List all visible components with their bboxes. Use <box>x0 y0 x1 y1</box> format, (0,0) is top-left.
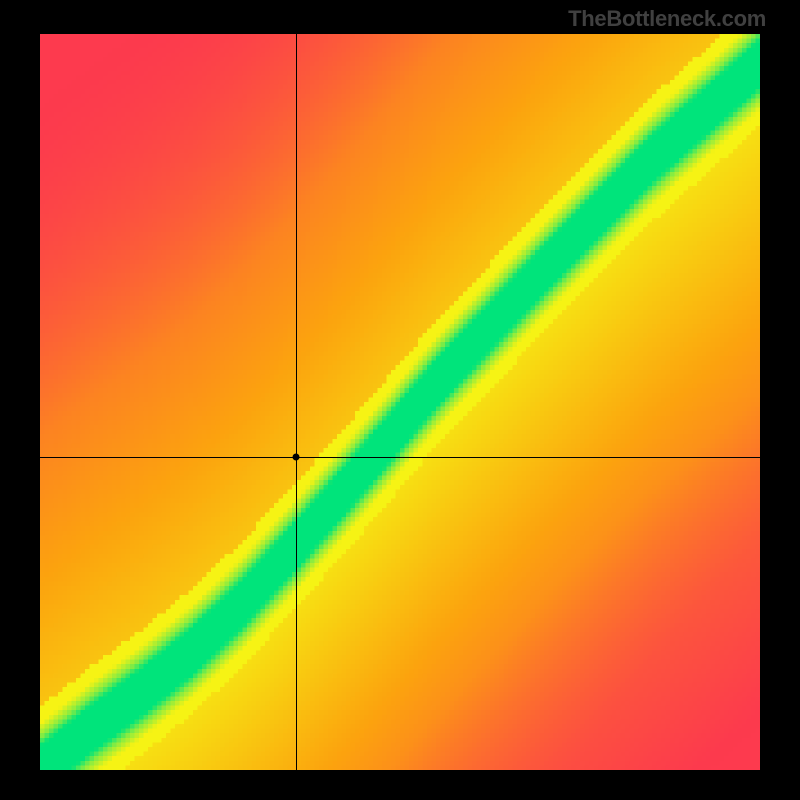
crosshair-horizontal <box>40 457 760 458</box>
crosshair-vertical <box>296 34 297 770</box>
heatmap-canvas <box>40 34 760 770</box>
heatmap-plot-area <box>40 34 760 770</box>
crosshair-marker[interactable] <box>292 454 299 461</box>
chart-frame: TheBottleneck.com <box>0 0 800 800</box>
watermark-text: TheBottleneck.com <box>568 6 766 32</box>
